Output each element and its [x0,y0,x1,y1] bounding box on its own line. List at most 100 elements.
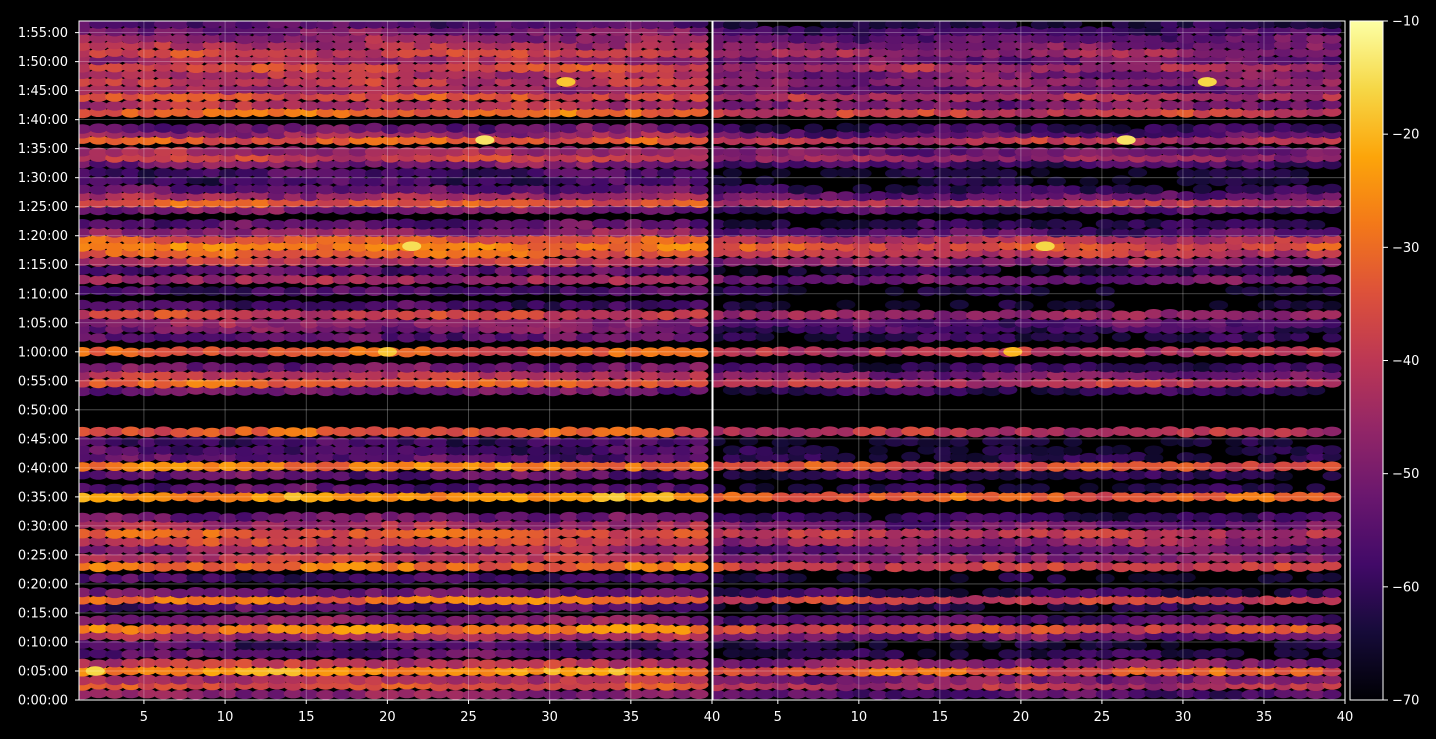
heatmap-cell [381,452,401,463]
heatmap-cell [608,594,628,605]
heatmap-cell [1095,623,1115,634]
heatmap-cell [982,491,1002,502]
heatmap-cell [771,247,791,258]
heatmap-cell [575,100,595,110]
heatmap-cell [1209,462,1229,472]
heatmap-cell [640,631,660,641]
heatmap-cell [933,266,953,277]
heatmap-cell [868,378,888,389]
heatmap-cell [1290,623,1310,634]
heatmap-cell [966,471,985,481]
heatmap-cell [79,191,92,201]
heatmap-cell [446,574,466,584]
heatmap-cell [1095,266,1115,277]
heatmap-cell [1225,386,1245,397]
heatmap-cell [348,602,368,613]
heatmap-cell [316,436,336,446]
heatmap-cell [739,452,759,462]
heatmap-cell [462,76,482,87]
heatmap-cell [283,84,303,95]
heatmap-cell [381,317,401,328]
heatmap-cell [397,537,417,547]
heatmap-cell [1257,159,1277,170]
heatmap-cell [640,602,660,612]
heatmap-cell [998,123,1018,133]
heatmap-cell [1290,285,1310,296]
heatmap-cell [413,265,433,276]
heatmap-cell [624,204,644,215]
heatmap-cell [1290,511,1310,522]
heatmap-cell [332,657,352,668]
heatmap-cell [137,300,157,310]
heatmap-cell [1014,191,1034,202]
heatmap-cell [1160,512,1180,523]
heatmap-cell [202,648,222,658]
heatmap-cell [982,561,1002,571]
heatmap-cell [267,21,287,29]
heatmap-cell [804,675,823,685]
heatmap-cell [966,147,985,157]
heatmap-cell [543,536,563,547]
heatmap-cell [332,437,352,448]
heatmap-cell [673,512,693,523]
heatmap-cell [446,146,466,157]
heatmap-cell [462,632,482,642]
heatmap-cell [1322,445,1342,455]
heatmap-cell [364,640,384,651]
heatmap-cell [218,332,238,342]
heatmap-cell [739,242,759,252]
heatmap-cell [755,492,775,502]
heatmap-cell [1192,437,1212,448]
heatmap-cell [1192,587,1212,597]
heatmap-cell [575,640,595,650]
heatmap-cell [982,666,1002,677]
heatmap-cell [933,219,953,230]
heatmap-cell [1079,615,1099,625]
heatmap-cell [170,639,190,650]
heatmap-cell [186,461,206,471]
heatmap-cell [1111,147,1131,157]
heatmap-cell [235,309,255,320]
heatmap-cell [1063,561,1083,572]
heatmap-cell [511,573,530,584]
heatmap-cell [1306,520,1326,531]
heatmap-cell [689,317,709,328]
heatmap-cell [885,385,904,396]
heatmap-cell [771,614,791,625]
heatmap-cell [689,572,709,583]
heatmap-cell [1257,176,1277,187]
heatmap-cell [1160,346,1180,356]
heatmap-cell [267,528,287,539]
heatmap-cell [901,123,921,133]
heatmap-cell [186,513,206,523]
heatmap-cell [949,285,969,296]
heatmap-cell [235,426,255,436]
heatmap-cell [153,248,173,258]
heatmap-cell [1225,648,1245,658]
heatmap-cell [527,461,547,472]
heatmap-cell [137,168,157,179]
heatmap-cell [300,666,319,677]
heatmap-cell [1192,595,1212,605]
heatmap-cell [998,318,1018,329]
heatmap-cell [137,537,157,547]
heatmap-cell [462,690,482,700]
heatmap-cell [689,76,709,86]
heatmap-cell [917,248,937,259]
heatmap-cell [348,191,368,201]
heatmap-cell [527,640,547,651]
heatmap-cell [640,168,660,178]
heatmap-cell [771,594,791,605]
heatmap-cell [852,347,872,357]
heatmap-cell [673,48,693,59]
heatmap-cell [381,26,401,37]
heatmap-cell [137,562,157,572]
heatmap-cell [251,146,271,157]
heatmap-cell [283,595,303,606]
heatmap-cell [771,536,791,546]
heatmap-cell [413,587,433,597]
heatmap-cell [413,369,433,380]
heatmap-cell [121,614,141,625]
heatmap-cell [89,688,108,699]
heatmap-cell [1063,135,1083,146]
